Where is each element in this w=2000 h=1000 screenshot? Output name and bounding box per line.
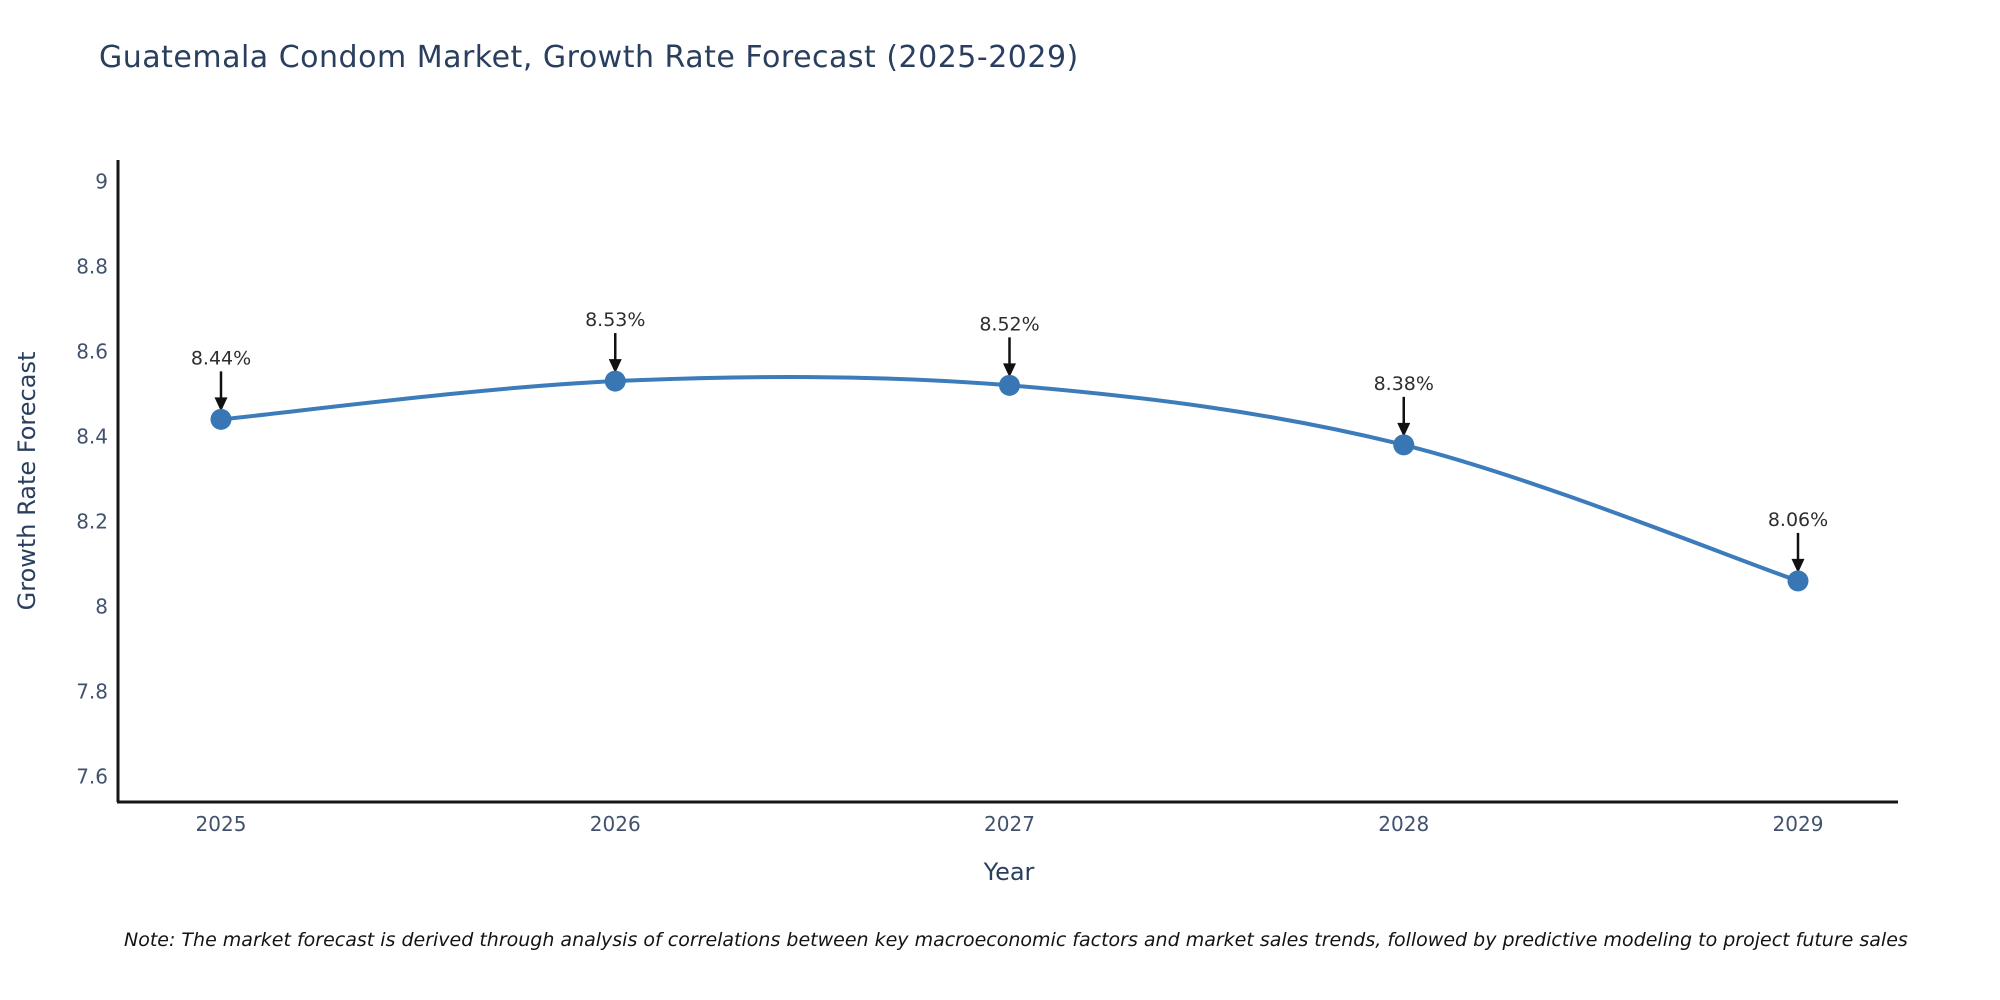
data-point-2026[interactable] — [604, 370, 626, 392]
y-tick-label: 8.4 — [76, 424, 108, 448]
annotation-arrow-head — [608, 359, 622, 374]
annotation-arrow-head — [1397, 422, 1411, 437]
point-value-label: 8.52% — [979, 313, 1039, 335]
x-tick-label: 2026 — [590, 812, 641, 836]
x-tick-label: 2027 — [984, 812, 1035, 836]
annotation-arrow-head — [214, 397, 228, 412]
footnote: Note: The market forecast is derived thr… — [124, 929, 1908, 951]
y-tick-label: 7.8 — [76, 679, 108, 703]
data-point-2027[interactable] — [999, 374, 1020, 396]
x-tick-label: 2028 — [1378, 812, 1429, 836]
point-value-label: 8.53% — [585, 309, 645, 331]
x-axis-title: Year — [983, 858, 1035, 886]
y-tick-label: 8 — [95, 594, 108, 618]
y-tick-label: 8.2 — [76, 509, 108, 533]
annotation-arrow-head — [1003, 363, 1016, 378]
x-tick-label: 2029 — [1773, 812, 1824, 836]
annotation-arrow-head — [1791, 558, 1805, 573]
y-tick-label: 8.6 — [76, 339, 108, 363]
y-tick-label: 8.8 — [76, 254, 108, 278]
data-point-2028[interactable] — [1393, 434, 1415, 456]
y-tick-label: 9 — [95, 169, 108, 193]
data-point-2025[interactable] — [210, 408, 232, 430]
chart-title: Guatemala Condom Market, Growth Rate For… — [99, 40, 1079, 75]
data-point-2029[interactable] — [1787, 570, 1809, 592]
x-tick-label: 2025 — [196, 812, 247, 836]
point-value-label: 8.38% — [1374, 373, 1434, 395]
y-tick-label: 7.6 — [76, 764, 108, 788]
point-value-label: 8.06% — [1768, 509, 1828, 531]
point-value-label: 8.44% — [191, 347, 251, 369]
forecast-trend-line — [220, 375, 1799, 583]
